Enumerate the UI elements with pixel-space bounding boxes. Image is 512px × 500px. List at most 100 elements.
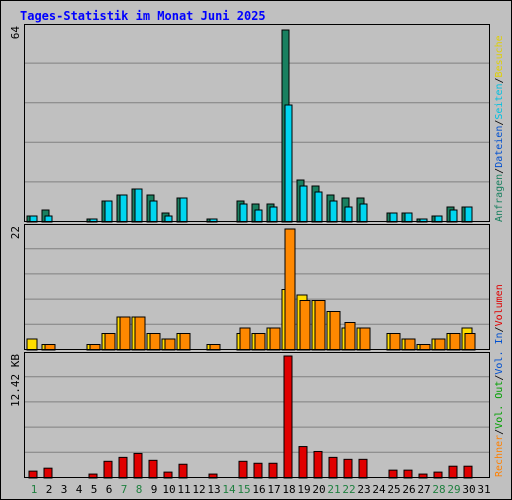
- bar-hits-dateien-day-29: [449, 209, 458, 223]
- bar-hits-dateien-day-30: [464, 206, 473, 223]
- x-tick-day-8: 8: [136, 483, 143, 496]
- bar-volume-volumen-day-29: [448, 465, 458, 479]
- bar-volume-volumen-day-2: [43, 467, 53, 479]
- bar-hits-dateien-day-6: [104, 200, 113, 223]
- bar-volume-volumen-day-15: [238, 460, 248, 479]
- panel-frame-hits: [24, 24, 490, 222]
- bar-hits-dateien-day-25: [389, 212, 398, 223]
- bar-visits-rechner-day-26: [404, 338, 416, 351]
- bar-visits-rechner-day-11: [179, 333, 191, 351]
- x-tick-day-28: 28: [432, 483, 445, 496]
- bar-hits-dateien-day-16: [254, 209, 263, 223]
- x-tick-day-21: 21: [327, 483, 340, 496]
- bar-hits-dateien-day-7: [119, 194, 128, 223]
- x-tick-day-16: 16: [252, 483, 265, 496]
- y-axis-labels: 64 22 12.42 KB: [9, 26, 22, 407]
- bar-hits-dateien-day-11: [179, 197, 188, 223]
- x-tick-day-23: 23: [357, 483, 370, 496]
- x-tick-day-30: 30: [462, 483, 475, 496]
- x-tick-day-4: 4: [76, 483, 83, 496]
- bar-volume-volumen-day-20: [313, 450, 323, 479]
- bar-hits-dateien-day-22: [344, 206, 353, 223]
- x-tick-day-31: 31: [477, 483, 490, 496]
- legend-entry-besuche: Besuche: [494, 35, 505, 77]
- bar-visits-rechner-day-21: [329, 311, 341, 351]
- bar-volume-volumen-day-8: [133, 452, 143, 479]
- bar-visits-rechner-day-29: [449, 333, 461, 351]
- x-tick-day-22: 22: [342, 483, 355, 496]
- panel-frames: [24, 24, 490, 478]
- grid-layer: [24, 62, 490, 453]
- bar-volume-volumen-day-26: [403, 469, 413, 479]
- legend-top: Anfragen/Dateien/Seiten/Besuche: [494, 35, 505, 222]
- bar-visits-rechner-day-10: [164, 338, 176, 351]
- panel-frame-visits: [24, 224, 490, 350]
- x-tick-day-1: 1: [31, 483, 38, 496]
- x-tick-day-17: 17: [267, 483, 280, 496]
- bar-visits-rechner-day-15: [239, 327, 251, 351]
- y-max-label-hits: 64: [9, 26, 22, 40]
- legend-entry-seiten: Seiten: [494, 83, 505, 119]
- bar-volume-volumen-day-25: [388, 469, 398, 479]
- bar-visits-rechner-day-7: [119, 316, 131, 351]
- bar-volume-volumen-day-18: [283, 355, 293, 479]
- bar-volume-volumen-day-1: [28, 470, 38, 479]
- bar-hits-dateien-day-18: [284, 104, 293, 223]
- bar-volume-volumen-day-17: [268, 462, 278, 479]
- bar-visits-rechner-day-9: [149, 333, 161, 351]
- bar-visits-rechner-day-30: [464, 333, 476, 351]
- bar-visits-rechner-day-25: [389, 333, 401, 351]
- x-tick-day-18: 18: [282, 483, 295, 496]
- legend-entry-anfragen: Anfragen: [494, 174, 505, 222]
- x-tick-day-19: 19: [297, 483, 310, 496]
- bar-hits-dateien-day-8: [134, 188, 143, 223]
- x-tick-day-14: 14: [222, 483, 236, 496]
- x-tick-day-2: 2: [46, 483, 53, 496]
- legend-entry-vol-in: Vol. In: [494, 332, 505, 374]
- bar-visits-rechner-day-19: [299, 300, 311, 351]
- y-max-label-visits: 22: [9, 226, 22, 239]
- chart-title: Tages-Statistik im Monat Juni 2025: [20, 9, 266, 23]
- bar-hits-dateien-day-26: [404, 212, 413, 223]
- legend-bottom: Rechner/Vol. Out/Vol. In/Volumen: [494, 284, 505, 477]
- bar-visits-rechner-day-6: [104, 333, 116, 351]
- bar-visits-besuche-day-1: [26, 338, 38, 351]
- x-tick-day-10: 10: [162, 483, 175, 496]
- x-tick-day-27: 27: [417, 483, 430, 496]
- bar-visits-rechner-day-22: [344, 322, 356, 351]
- legend-entry-dateien: Dateien: [494, 126, 505, 168]
- bars-layer: [26, 29, 476, 479]
- bar-visits-rechner-day-20: [314, 300, 326, 351]
- x-tick-day-7: 7: [121, 483, 128, 496]
- bar-hits-dateien-day-15: [239, 203, 248, 223]
- bar-hits-dateien-day-20: [314, 191, 323, 223]
- bar-visits-rechner-day-23: [359, 327, 371, 351]
- x-tick-day-5: 5: [91, 483, 98, 496]
- bar-visits-rechner-day-17: [269, 327, 281, 351]
- bar-volume-volumen-day-7: [118, 456, 128, 479]
- bar-volume-volumen-day-16: [253, 462, 263, 479]
- y-max-label-volume: 12.42 KB: [9, 354, 22, 407]
- x-tick-day-29: 29: [447, 483, 460, 496]
- legend-entry-rechner: Rechner: [494, 435, 505, 477]
- panel-frame-volume: [24, 352, 490, 478]
- bar-volume-volumen-day-21: [328, 456, 338, 479]
- bar-visits-rechner-day-28: [434, 338, 446, 351]
- bar-volume-volumen-day-30: [463, 465, 473, 479]
- bar-hits-dateien-day-21: [329, 200, 338, 223]
- bar-volume-volumen-day-9: [148, 459, 158, 479]
- legend-entry-vol-out: Vol. Out: [494, 381, 505, 429]
- x-tick-day-26: 26: [402, 483, 415, 496]
- bar-volume-volumen-day-22: [343, 458, 353, 479]
- bar-hits-dateien-day-23: [359, 203, 368, 223]
- x-tick-day-3: 3: [61, 483, 68, 496]
- bar-hits-dateien-day-19: [299, 185, 308, 223]
- bar-volume-volumen-day-6: [103, 460, 113, 479]
- x-axis-day-labels: 1 2 3 4 5 6 7 8 9 10 11 12 13 14 15 16 17 18 19 20 21 22 23 24 2…: [31, 483, 491, 496]
- bar-visits-rechner-day-16: [254, 333, 266, 351]
- x-tick-day-6: 6: [106, 483, 113, 496]
- bar-visits-rechner-day-8: [134, 316, 146, 351]
- x-tick-day-13: 13: [207, 483, 220, 496]
